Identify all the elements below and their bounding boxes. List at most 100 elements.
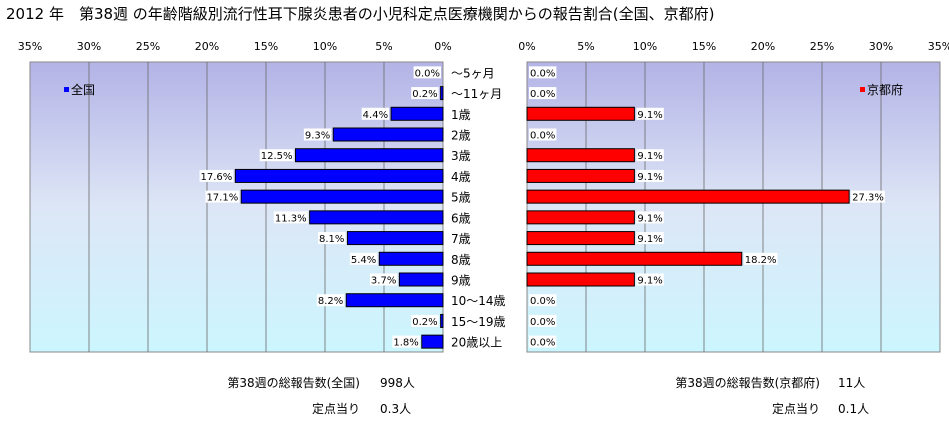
value-label: 12.5% [261, 151, 293, 162]
x-tick-label: 0% [434, 40, 451, 53]
value-label: 17.6% [201, 172, 233, 183]
value-label-bg [636, 149, 664, 162]
bar [526, 210, 635, 225]
value-label-bg [529, 335, 557, 348]
value-label: 3.7% [371, 276, 396, 287]
value-label: 8.1% [319, 234, 344, 245]
value-label-bg [851, 190, 885, 203]
right-footer: 第38週の総報告数(京都府) 11人 定点当り 0.1人 [675, 375, 869, 416]
bar [346, 231, 444, 246]
left-axis-ticks: 0% 5% 10% 15% 20% 25% 30% 35% [18, 40, 452, 53]
bar [332, 127, 444, 142]
bar [421, 334, 444, 349]
left-per-label: 定点当り [312, 401, 360, 416]
value-label: 9.1% [637, 276, 662, 287]
category-label: 3歳 [451, 149, 471, 163]
right-axis-ticks: 0% 5% 10% 15% 20% 25% 30% 35% [518, 40, 949, 53]
value-label: 0.0% [530, 68, 555, 79]
x-tick-label: 5% [375, 40, 392, 53]
value-label-bg [529, 87, 557, 100]
category-label: 5歳 [451, 191, 471, 205]
x-tick-label: 20% [195, 40, 219, 53]
category-label: 20歳以上 [451, 336, 502, 350]
value-label-bg [529, 128, 557, 141]
value-label: 0.0% [530, 131, 555, 142]
value-label-bg [636, 232, 664, 245]
value-label-bg [743, 252, 778, 265]
value-label: 18.2% [745, 255, 777, 266]
value-label: 9.1% [637, 213, 662, 224]
left-legend: 全国 [64, 82, 95, 97]
left-legend-swatch [64, 87, 69, 92]
left-per-value: 0.3人 [380, 402, 411, 416]
right-bars: 0.0% 0.0% 9.1% 0.0% 9.1% 9.1% 27.3% 9.1% 9.1% 18.… [526, 66, 885, 349]
bar [440, 313, 444, 328]
value-label: 0.2% [412, 317, 437, 328]
left-plot-area [29, 61, 444, 353]
value-label: 9.1% [637, 172, 662, 183]
value-label: 17.1% [206, 193, 238, 204]
left-total-label: 第38週の総報告数(全国) [227, 375, 360, 390]
value-label: 0.2% [412, 89, 437, 100]
x-tick-label: 25% [810, 40, 834, 53]
left-bars: 0.0% 0.2% 4.4% 9.3% 12.5% 17.6% 17.1% 11.3% 8.1%… [199, 66, 444, 349]
value-label: 0.0% [530, 89, 555, 100]
bar [295, 148, 444, 163]
value-label: 8.2% [318, 296, 343, 307]
value-label-bg [259, 149, 294, 162]
category-label: 1歳 [451, 108, 471, 122]
x-tick-label: 15% [254, 40, 278, 53]
right-per-value: 0.1人 [838, 402, 869, 416]
value-label-bg [318, 232, 346, 245]
value-label: 0.0% [530, 338, 555, 349]
x-tick-label: 5% [577, 40, 594, 53]
chart-title: 2012 年 第38週 の年齢階級別流行性耳下腺炎患者の小児科定点医療機関からの… [6, 5, 715, 23]
right-per-label: 定点当り [772, 401, 820, 416]
value-label-bg [529, 294, 557, 307]
value-label: 0.0% [530, 296, 555, 307]
x-tick-label: 30% [869, 40, 893, 53]
category-label: 7歳 [451, 232, 471, 246]
bar [526, 231, 635, 246]
category-label: 9歳 [451, 274, 471, 288]
value-label-bg [349, 252, 378, 265]
x-tick-label: 15% [692, 40, 716, 53]
bar [526, 189, 850, 204]
category-label: 4歳 [451, 170, 471, 184]
value-label: 9.3% [305, 131, 330, 142]
value-label-bg [369, 273, 398, 286]
x-tick-label: 35% [18, 40, 42, 53]
left-total-value: 998人 [380, 376, 415, 390]
value-label-bg [205, 190, 240, 203]
bar [440, 86, 444, 101]
category-label: ～5ヶ月 [451, 66, 495, 80]
category-label: 6歳 [451, 211, 471, 225]
category-label: 15～19歳 [451, 315, 506, 329]
value-label-bg [411, 314, 439, 327]
bar [240, 189, 444, 204]
x-tick-label: 10% [633, 40, 657, 53]
x-tick-label: 30% [77, 40, 101, 53]
bar [526, 168, 635, 183]
bar [309, 210, 444, 225]
value-label-bg [636, 169, 664, 182]
bar [234, 168, 444, 183]
value-label: 0.0% [415, 68, 440, 79]
x-tick-label: 20% [751, 40, 775, 53]
value-label-bg [636, 211, 664, 224]
value-label: 9.1% [637, 151, 662, 162]
bar [526, 272, 635, 287]
bar [398, 272, 444, 287]
category-label: 8歳 [451, 253, 471, 267]
value-label: 5.4% [351, 255, 376, 266]
value-label: 27.3% [852, 193, 884, 204]
right-plot-area [526, 61, 941, 353]
right-legend-swatch [860, 87, 865, 92]
category-label: ～11ヶ月 [451, 87, 502, 101]
category-labels: ～5ヶ月 ～11ヶ月 1歳 2歳 3歳 4歳 5歳 6歳 7歳 8歳 9歳 10～14歳 15～19歳 2… [451, 66, 506, 349]
right-legend-label: 京都府 [867, 82, 903, 97]
right-total-value: 11人 [838, 376, 865, 390]
value-label: 4.4% [363, 110, 388, 121]
bar [390, 106, 444, 121]
